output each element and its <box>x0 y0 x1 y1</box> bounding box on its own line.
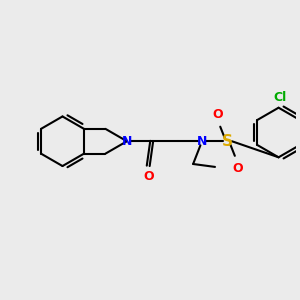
Text: O: O <box>143 169 154 182</box>
Text: O: O <box>232 162 243 175</box>
Text: Cl: Cl <box>273 91 287 104</box>
Text: S: S <box>222 134 233 149</box>
Text: N: N <box>122 135 132 148</box>
Text: N: N <box>197 135 207 148</box>
Text: O: O <box>212 108 223 121</box>
